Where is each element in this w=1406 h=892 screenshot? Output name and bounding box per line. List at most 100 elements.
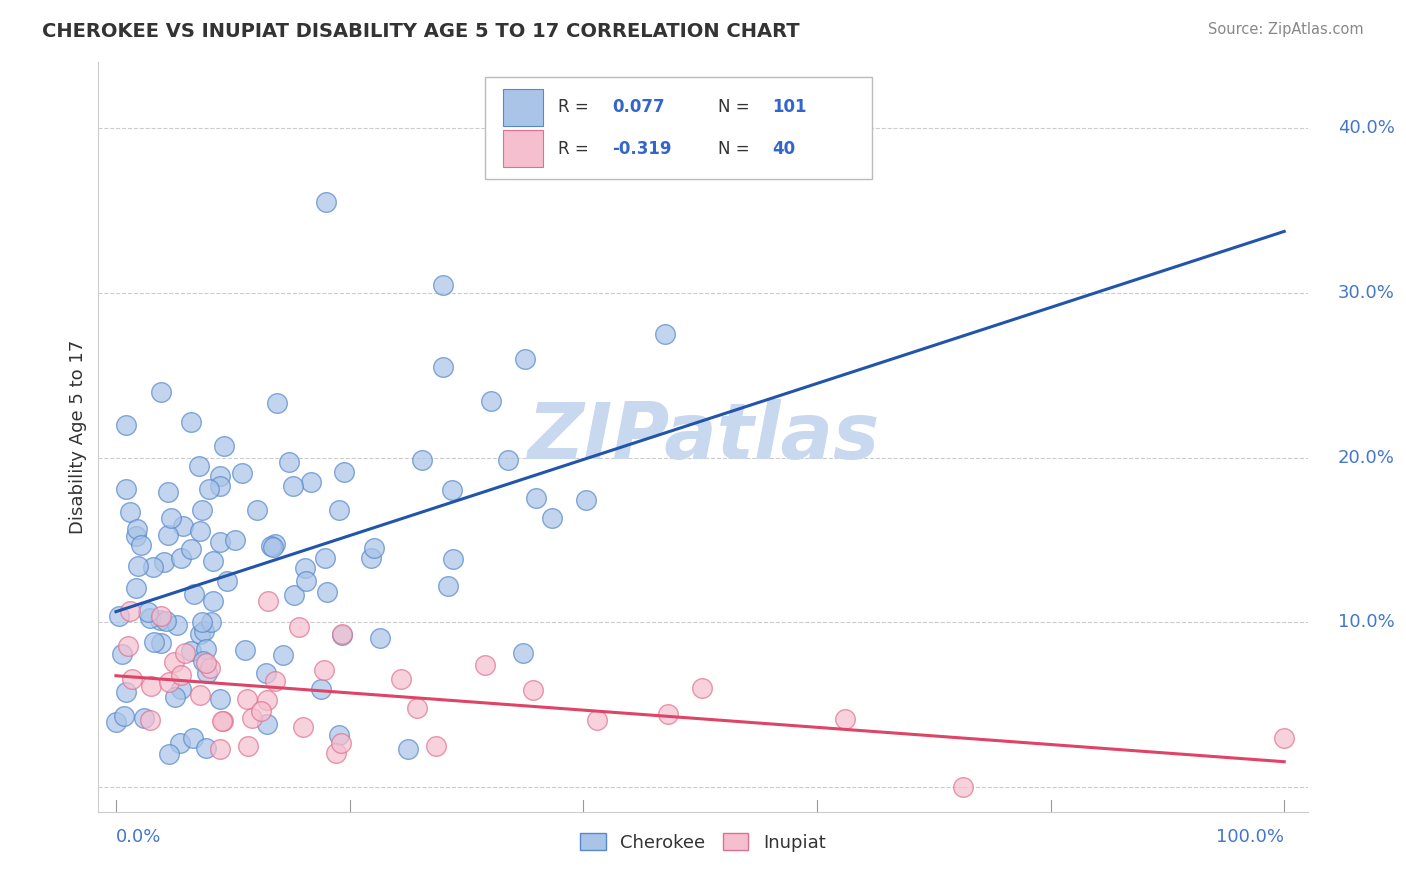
Point [654, 327, 676, 342]
Point [254, 666, 277, 681]
Text: 30.0%: 30.0% [1339, 284, 1395, 302]
Point [524, 491, 547, 505]
Point [370, 632, 392, 646]
Point [432, 277, 454, 292]
Point [115, 482, 138, 496]
Point [1272, 731, 1295, 746]
Point [150, 384, 173, 399]
Point [266, 396, 288, 410]
Point [287, 620, 309, 634]
Point [191, 615, 214, 630]
Point [208, 535, 231, 549]
Point [208, 741, 231, 756]
Legend: Cherokee, Inupiat: Cherokee, Inupiat [574, 826, 832, 859]
Point [211, 714, 233, 728]
Point [315, 195, 337, 210]
Point [169, 736, 191, 750]
Text: N =: N = [717, 98, 749, 116]
Point [180, 542, 202, 557]
Point [170, 668, 193, 682]
Point [432, 360, 454, 375]
Point [180, 415, 202, 429]
Point [294, 561, 316, 575]
Point [264, 673, 287, 688]
Point [149, 609, 172, 624]
Point [183, 587, 205, 601]
Text: R =: R = [558, 140, 589, 158]
Point [314, 550, 336, 565]
Point [131, 538, 153, 552]
Point [174, 646, 197, 660]
Point [325, 746, 347, 760]
Point [498, 452, 520, 467]
Point [441, 483, 464, 498]
Point [541, 510, 564, 524]
Point [283, 588, 305, 602]
Point [188, 689, 211, 703]
Point [328, 728, 350, 742]
Point [238, 739, 260, 753]
Point [156, 484, 179, 499]
Point [139, 679, 162, 693]
Point [217, 574, 239, 589]
Text: 10.0%: 10.0% [1339, 614, 1395, 632]
Point [166, 618, 188, 632]
Point [136, 605, 159, 619]
Point [411, 452, 433, 467]
Point [188, 627, 211, 641]
Point [195, 665, 218, 680]
Point [299, 475, 322, 490]
Point [139, 713, 162, 727]
Point [142, 560, 165, 574]
Point [193, 624, 215, 639]
Point [396, 741, 419, 756]
Point [240, 711, 263, 725]
Point [202, 554, 225, 568]
Point [155, 614, 177, 628]
Point [330, 628, 353, 642]
Point [363, 541, 385, 555]
Point [360, 550, 382, 565]
FancyBboxPatch shape [503, 88, 543, 126]
Point [150, 635, 173, 649]
Point [233, 642, 256, 657]
Text: ZIPatlas: ZIPatlas [527, 399, 879, 475]
Point [328, 503, 350, 517]
Point [194, 657, 217, 671]
Point [257, 593, 280, 607]
Point [246, 502, 269, 516]
Point [292, 720, 315, 734]
Point [441, 551, 464, 566]
Point [405, 700, 427, 714]
Text: 20.0%: 20.0% [1339, 449, 1395, 467]
Point [121, 673, 143, 687]
Point [692, 681, 714, 695]
Point [271, 648, 294, 662]
Point [575, 493, 598, 508]
Point [180, 644, 202, 658]
Point [513, 351, 536, 366]
Point [425, 739, 447, 754]
Text: Source: ZipAtlas.com: Source: ZipAtlas.com [1208, 22, 1364, 37]
Point [198, 482, 221, 496]
Point [474, 658, 496, 673]
Point [142, 634, 165, 648]
Text: 0.0%: 0.0% [115, 828, 162, 847]
Point [202, 594, 225, 608]
Point [437, 579, 460, 593]
Point [208, 469, 231, 483]
Point [157, 747, 180, 761]
Point [309, 682, 332, 697]
Point [160, 510, 183, 524]
Point [256, 717, 278, 731]
Point [194, 642, 217, 657]
Point [281, 478, 304, 492]
Point [585, 713, 607, 727]
Point [132, 711, 155, 725]
Point [231, 466, 253, 480]
Point [157, 674, 180, 689]
Point [236, 692, 259, 706]
Point [314, 663, 336, 677]
Text: -0.319: -0.319 [613, 140, 672, 158]
Point [208, 691, 231, 706]
